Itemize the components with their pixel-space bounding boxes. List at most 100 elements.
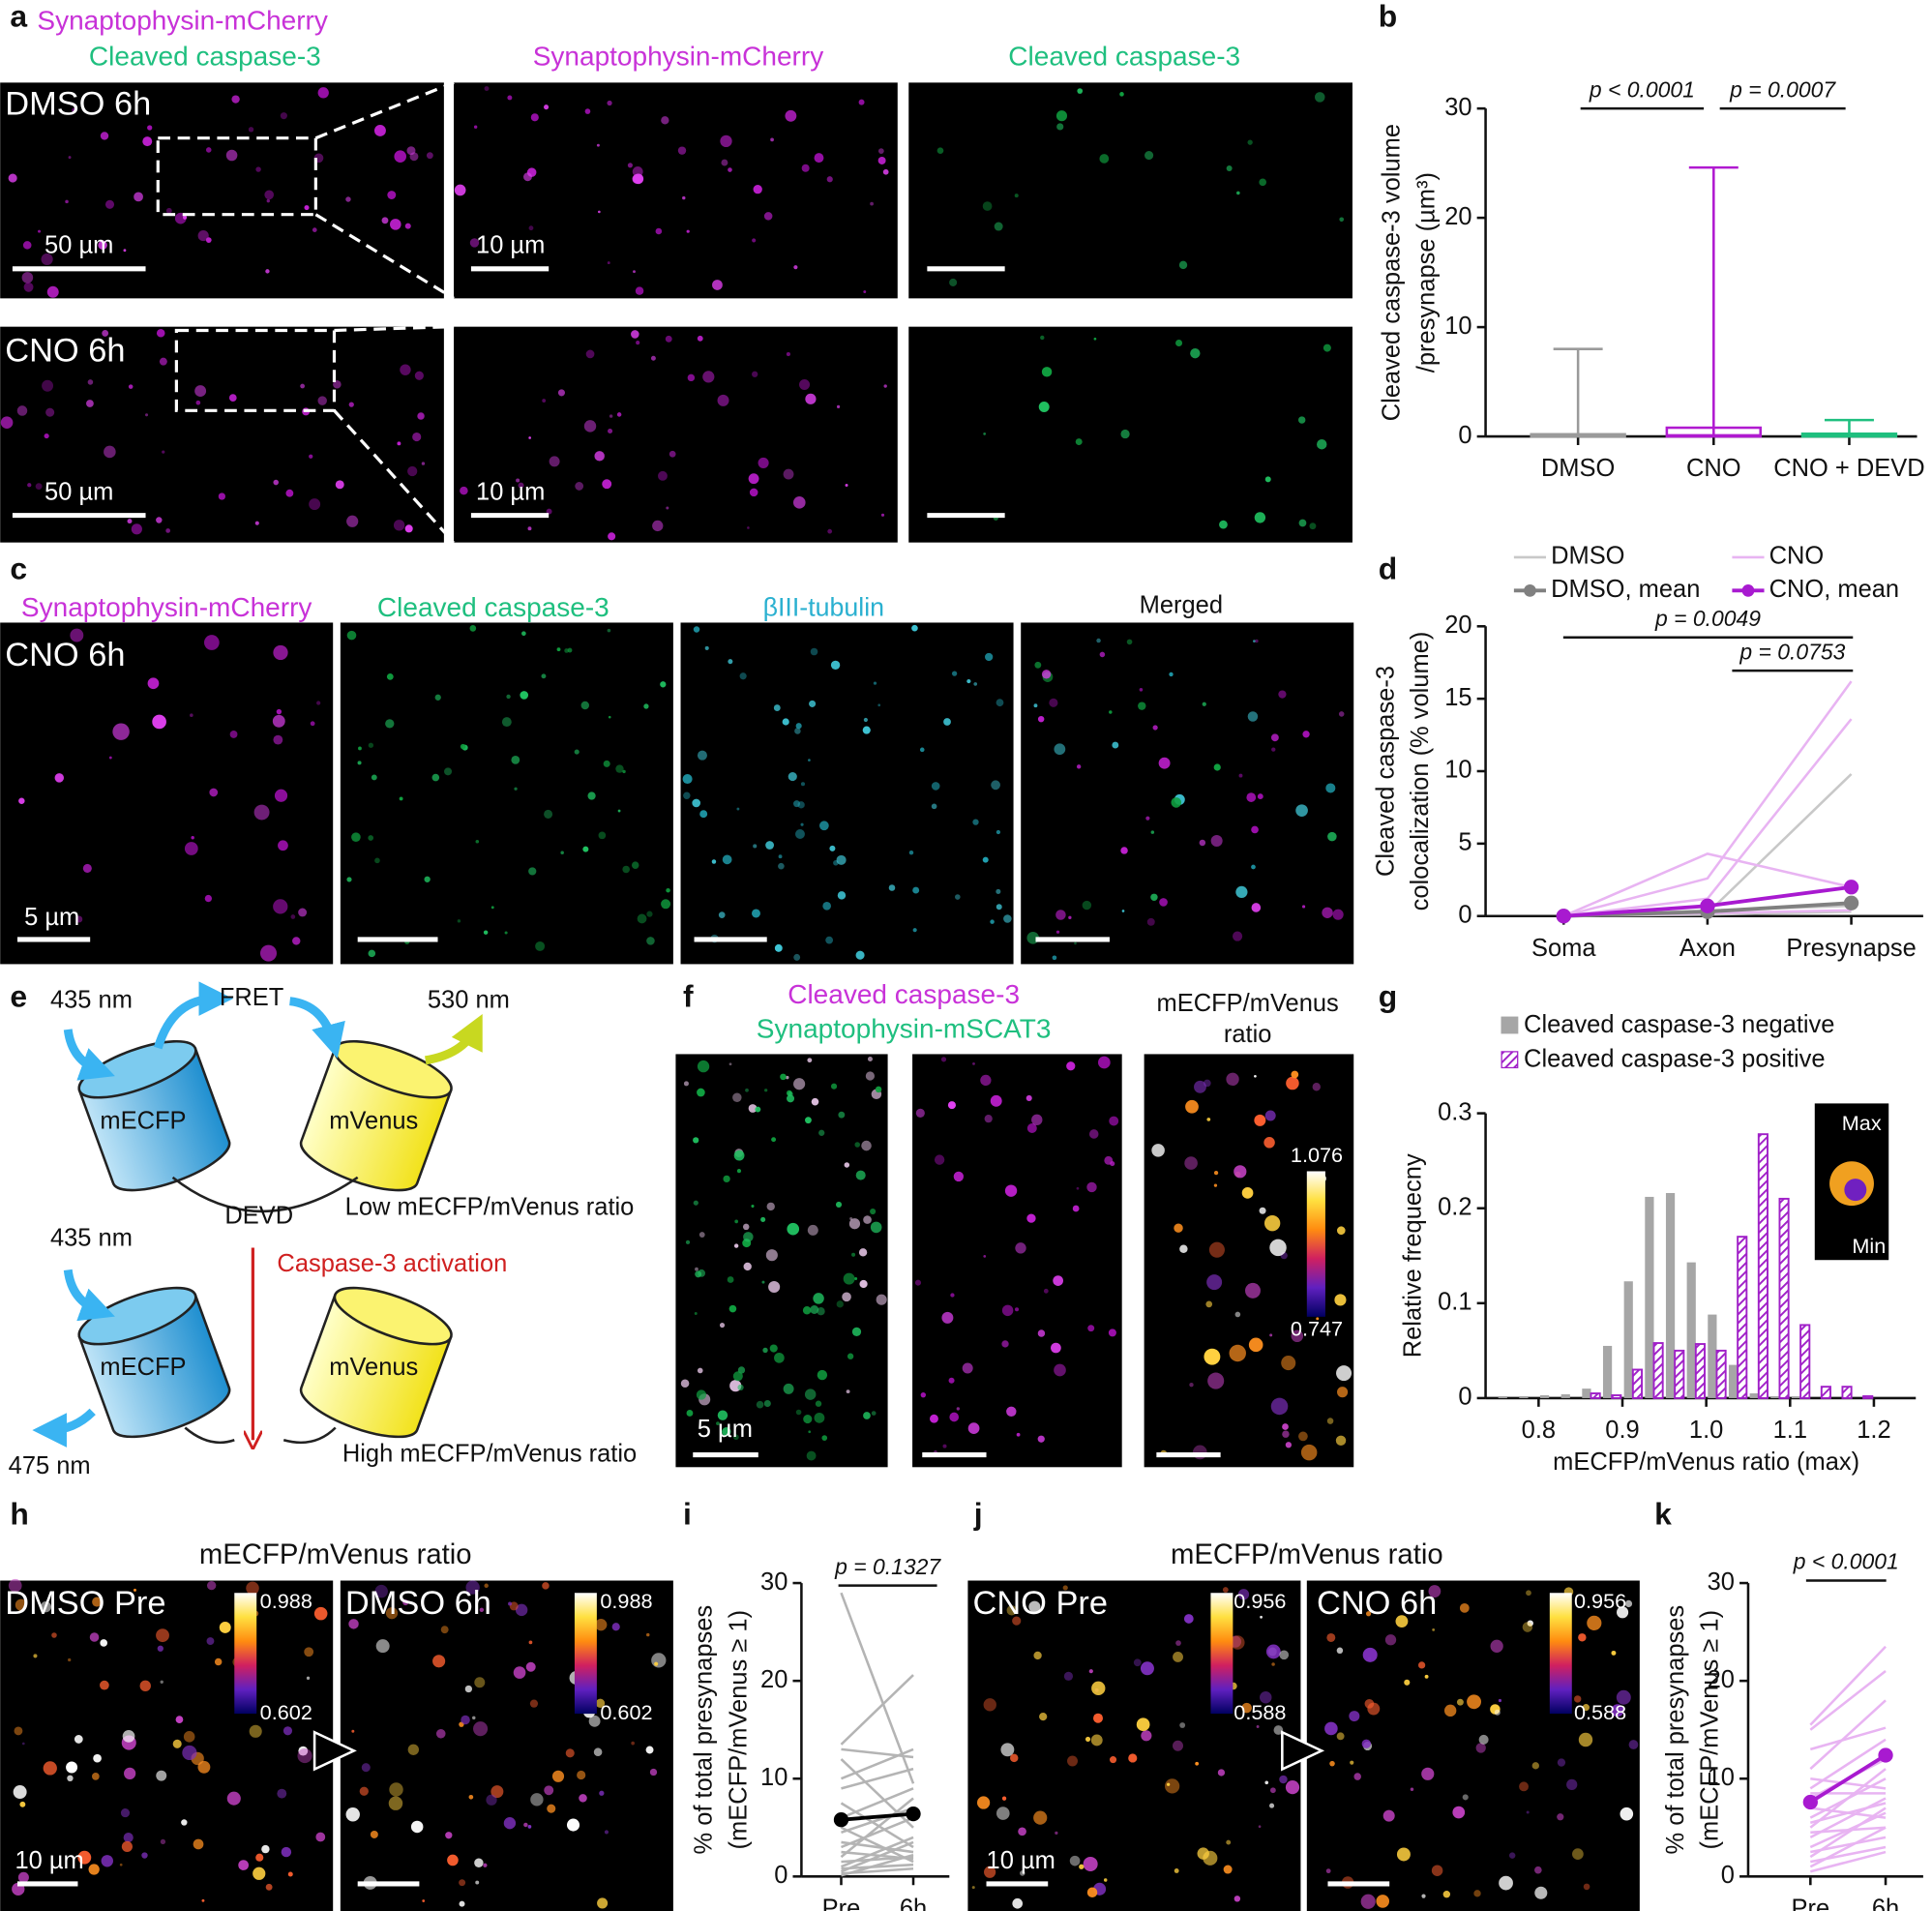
image-puncta <box>68 1657 72 1662</box>
p-value: p = 0.1327 <box>834 1554 941 1579</box>
image-puncta <box>219 1622 231 1633</box>
image-puncta <box>1088 1129 1099 1139</box>
image-puncta <box>693 626 700 633</box>
image-puncta <box>479 1607 485 1613</box>
image-puncta <box>1205 1300 1213 1308</box>
image-puncta <box>617 809 621 813</box>
scale-label: 50 µm <box>45 478 113 505</box>
image-puncta <box>1055 910 1066 920</box>
p-value: p = 0.0049 <box>1654 606 1761 631</box>
colorbar <box>1306 1171 1325 1317</box>
image-puncta <box>287 1871 293 1877</box>
image-puncta <box>854 1277 858 1281</box>
image-puncta <box>261 1844 270 1854</box>
image-puncta <box>100 1680 109 1690</box>
image-puncta <box>1210 834 1223 848</box>
image-puncta <box>1336 1647 1344 1655</box>
scale-label: 10 µm <box>476 478 545 505</box>
individual-line <box>841 1816 914 1849</box>
image-puncta <box>156 517 163 523</box>
image-puncta <box>753 844 758 849</box>
image-puncta <box>1236 191 1240 195</box>
zoom-box <box>174 328 337 412</box>
image-puncta <box>686 229 690 233</box>
image-puncta <box>1519 1781 1529 1792</box>
image-puncta <box>1384 1634 1397 1646</box>
image-puncta <box>697 1367 703 1374</box>
image-puncta <box>1360 1894 1376 1909</box>
image-puncta <box>608 532 616 541</box>
image-puncta <box>1082 900 1092 911</box>
image-puncta <box>1195 1761 1200 1766</box>
image-puncta <box>1265 1644 1281 1659</box>
y-tick-label: 0.2 <box>1438 1193 1471 1220</box>
image-puncta <box>1251 864 1256 870</box>
image-puncta <box>304 205 310 211</box>
image-puncta <box>697 750 707 761</box>
image-puncta <box>530 113 539 122</box>
image-puncta <box>1624 1599 1633 1608</box>
image-puncta <box>883 384 887 388</box>
image-puncta <box>1183 1614 1194 1624</box>
image-puncta <box>805 1117 812 1124</box>
image-puncta <box>1034 661 1042 669</box>
image-puncta <box>1112 741 1119 749</box>
diagram-label: 475 nm <box>9 1452 91 1479</box>
image-puncta <box>490 1785 504 1799</box>
x-tick-label: 0.8 <box>1522 1417 1556 1444</box>
column-title: ratio <box>1224 1021 1272 1048</box>
image-puncta <box>368 835 374 841</box>
p-value: p < 0.0001 <box>1793 1549 1899 1574</box>
image-puncta <box>1322 907 1333 918</box>
image-puncta <box>133 1588 136 1592</box>
colorbar-max: 1.076 <box>1291 1143 1343 1167</box>
legend-marker <box>1524 583 1536 597</box>
image-puncta <box>595 1619 608 1631</box>
image-puncta <box>1049 698 1058 707</box>
image-puncta <box>732 1371 743 1382</box>
image-puncta <box>728 167 732 172</box>
image-puncta <box>1226 164 1233 171</box>
channel-label: Cleaved caspase-3 <box>89 41 321 71</box>
image-puncta <box>266 198 270 203</box>
image-puncta <box>728 1304 737 1313</box>
image-puncta <box>652 520 664 532</box>
image-puncta <box>1062 1585 1068 1591</box>
image-puncta <box>310 721 315 727</box>
image-puncta <box>1382 1809 1395 1822</box>
image-puncta <box>225 149 238 162</box>
image-puncta <box>1055 1831 1058 1836</box>
image-puncta <box>255 166 261 172</box>
image-puncta <box>936 147 944 155</box>
cylinder <box>299 1286 453 1439</box>
image-puncta <box>1456 1698 1464 1706</box>
arrow <box>424 1014 483 1065</box>
individual-line <box>841 1840 914 1873</box>
image-puncta <box>19 1801 26 1807</box>
histogram-bar <box>1652 1342 1664 1399</box>
individual-line <box>1809 1726 1887 1751</box>
image-puncta <box>825 936 834 944</box>
image-puncta <box>636 341 640 345</box>
image-puncta <box>984 1115 993 1123</box>
image-puncta <box>172 1739 182 1748</box>
image-puncta <box>1226 1072 1239 1087</box>
image-puncta <box>575 482 584 491</box>
fret-diagram <box>32 981 483 1448</box>
image-puncta <box>147 125 153 131</box>
image-puncta <box>43 1761 57 1776</box>
image-puncta <box>743 1262 752 1271</box>
condition-label: DMSO 6h <box>5 86 151 123</box>
image-puncta <box>1099 651 1106 658</box>
image-puncta <box>183 1731 195 1743</box>
image-puncta <box>734 1219 739 1224</box>
image-puncta <box>1185 1099 1199 1114</box>
image-puncta <box>265 1883 273 1891</box>
micrograph <box>1306 1580 1640 1911</box>
image-puncta <box>697 335 703 342</box>
image-puncta <box>45 407 55 417</box>
image-puncta <box>803 1415 813 1424</box>
image-puncta <box>728 1062 732 1066</box>
image-puncta <box>950 1293 955 1298</box>
